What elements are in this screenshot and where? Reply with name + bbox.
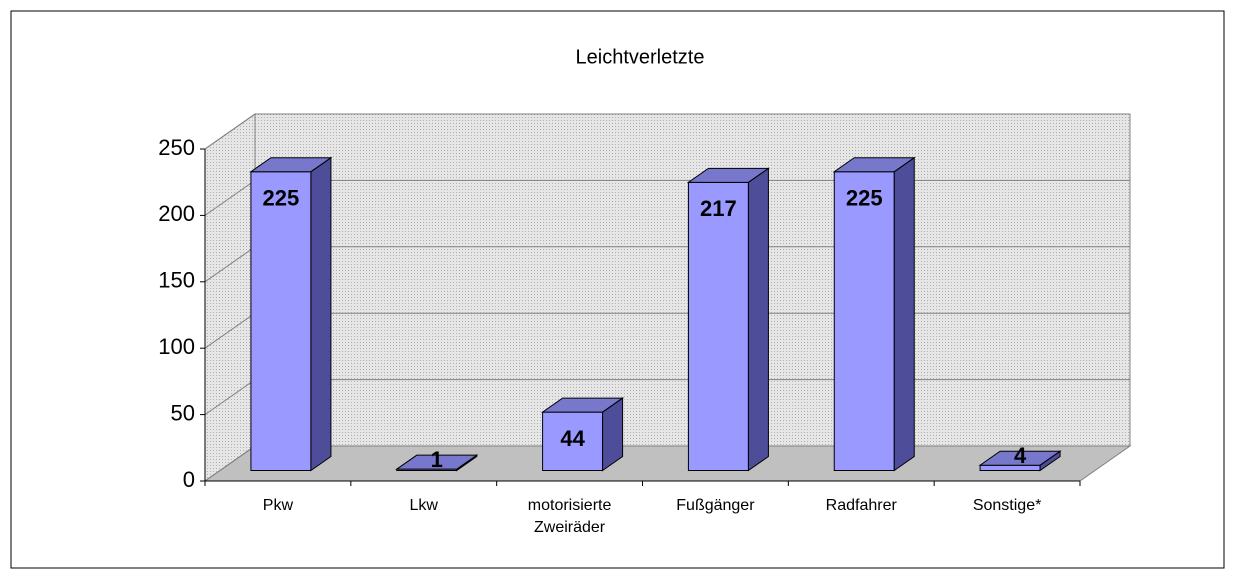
bar-side xyxy=(747,167,769,472)
bar-top xyxy=(395,454,479,470)
bar-top xyxy=(832,157,916,173)
bar-top xyxy=(686,167,771,183)
grid-line xyxy=(204,445,256,482)
grid-line xyxy=(204,179,256,216)
value-label: 4 xyxy=(1014,443,1027,468)
value-label: 217 xyxy=(700,196,737,221)
value-label: 1 xyxy=(431,447,443,472)
grid-line xyxy=(204,312,256,349)
value-label: 44 xyxy=(560,426,585,451)
y-tick-label: 0 xyxy=(183,467,195,492)
bar xyxy=(978,450,1062,472)
left-wall xyxy=(204,113,256,482)
grid-line xyxy=(204,246,256,283)
x-tick-label: Lkw xyxy=(409,497,438,514)
value-label: 225 xyxy=(263,186,300,211)
bar-front xyxy=(979,464,1041,471)
bar xyxy=(832,156,916,472)
x-tick-label: Pkw xyxy=(262,497,294,514)
bar-front xyxy=(250,171,312,471)
y-tick-label: 50 xyxy=(171,400,195,425)
bar-side xyxy=(310,156,332,472)
bar xyxy=(395,454,479,472)
bar xyxy=(540,397,625,472)
chart-title: Leichtverletzte xyxy=(576,46,705,68)
y-tick-label: 100 xyxy=(158,334,195,359)
bar xyxy=(249,156,333,472)
x-tick-label: motorisierte Zweiräder xyxy=(527,497,612,536)
bar xyxy=(686,167,771,472)
grid-line xyxy=(204,379,256,416)
value-label: 225 xyxy=(846,186,883,211)
bar-top xyxy=(540,397,625,413)
bar-side xyxy=(893,156,915,472)
x-tick-label: Radfahrer xyxy=(825,497,897,514)
y-tick-label: 250 xyxy=(158,135,195,160)
bar-front xyxy=(687,181,749,471)
bar-front xyxy=(833,171,895,471)
y-tick-label: 150 xyxy=(158,268,195,293)
x-tick-label: Fußgänger xyxy=(676,497,755,514)
x-tick-label: Sonstige* xyxy=(972,497,1042,514)
y-tick-label: 200 xyxy=(158,201,195,226)
bar-top xyxy=(249,157,333,173)
bar-top xyxy=(978,450,1062,466)
grid-line xyxy=(204,113,256,150)
